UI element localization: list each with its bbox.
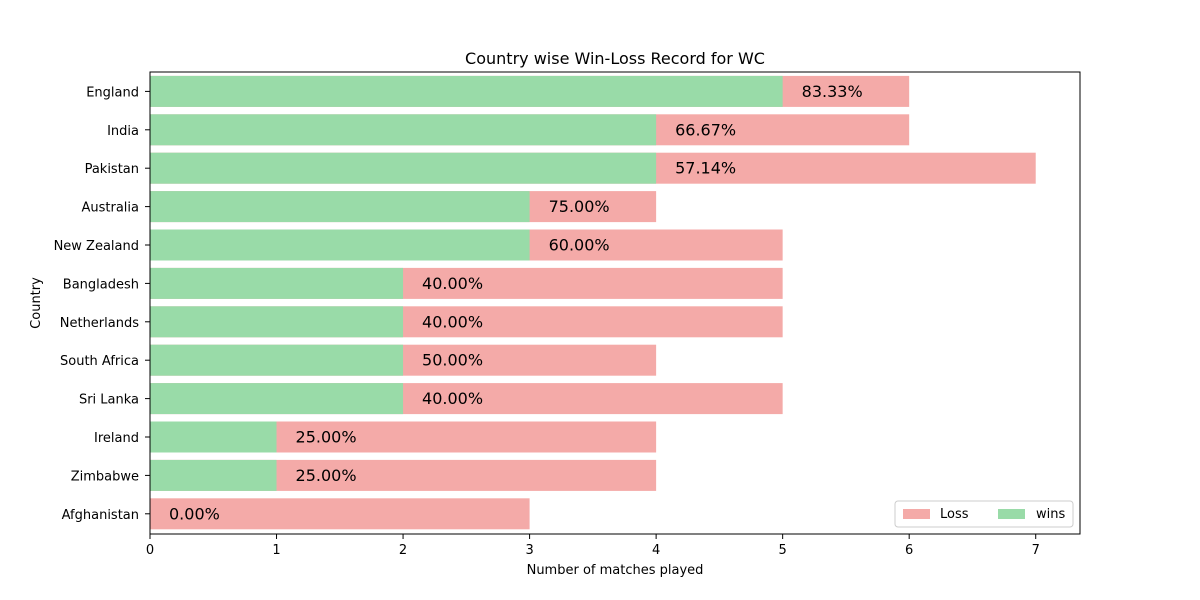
chart-title: Country wise Win-Loss Record for WC: [465, 49, 765, 68]
x-axis-label: Number of matches played: [527, 563, 704, 578]
legend: Loss wins: [894, 500, 1074, 528]
x-tick-label: 2: [399, 543, 407, 558]
bar-wins-south-africa: [150, 344, 404, 376]
x-tick-label: 7: [1032, 543, 1040, 558]
annotation-layer: 83.33% 66.67% 57.14% 75.00% 60.00% 40.00% 40.0…: [169, 82, 863, 523]
bar-wins-pakistan: [150, 152, 657, 184]
bar-wins-england: [150, 75, 783, 107]
y-axis-label: Country: [29, 277, 44, 329]
x-tick-label: 6: [905, 543, 913, 558]
y-axis: England India Pakistan Australia New Zealand…: [54, 85, 150, 523]
x-tick-label: 5: [779, 543, 787, 558]
y-tick-label-zimbabwe: Zimbabwe: [71, 469, 139, 484]
bar-wins-netherlands: [150, 306, 404, 338]
x-tick-label: 3: [525, 543, 533, 558]
bar-wins-india: [150, 114, 657, 146]
y-tick-label-india: India: [107, 124, 139, 139]
bar-wins-new-zealand: [150, 229, 530, 261]
bar-wins-ireland: [150, 421, 277, 453]
y-tick-label-australia: Australia: [81, 201, 139, 216]
y-tick-label-pakistan: Pakistan: [85, 162, 139, 177]
y-tick-label-afghanistan: Afghanistan: [62, 508, 139, 523]
pct-label-afghanistan: 0.00%: [169, 504, 220, 523]
plot-frame: [149, 71, 1081, 535]
legend-label-wins: wins: [1036, 507, 1065, 522]
x-tick-label: 0: [146, 543, 154, 558]
x-tick-label: 1: [272, 543, 280, 558]
y-tick-label-new-zealand: New Zealand: [54, 239, 139, 254]
pct-label-netherlands: 40.00%: [422, 312, 483, 331]
pct-label-new-zealand: 60.00%: [549, 236, 610, 255]
y-tick-label-netherlands: Netherlands: [60, 316, 139, 331]
y-tick-label-bangladesh: Bangladesh: [63, 277, 139, 292]
pct-label-australia: 75.00%: [549, 197, 610, 216]
pct-label-sri-lanka: 40.00%: [422, 389, 483, 408]
y-tick-label-south-africa: South Africa: [60, 354, 139, 369]
bar-wins-zimbabwe: [150, 459, 277, 491]
bar-wins-bangladesh: [150, 267, 404, 299]
pct-label-zimbabwe: 25.00%: [296, 466, 357, 485]
legend-swatch-loss: [903, 509, 930, 519]
pct-label-bangladesh: 40.00%: [422, 274, 483, 293]
bar-loss-afghanistan: [150, 498, 530, 530]
y-tick-label-ireland: Ireland: [94, 431, 139, 446]
x-axis: 0 1 2 3 4 5 6 7: [146, 534, 1040, 558]
bar-wins-sri-lanka: [150, 383, 404, 415]
legend-label-loss: Loss: [940, 507, 969, 522]
pct-label-india: 66.67%: [675, 120, 736, 139]
pct-label-ireland: 25.00%: [296, 428, 357, 447]
pct-label-england: 83.33%: [802, 82, 863, 101]
legend-frame: [894, 500, 1074, 528]
legend-swatch-wins: [998, 509, 1025, 519]
x-tick-label: 4: [652, 543, 660, 558]
bar-wins-australia: [150, 191, 530, 223]
pct-label-south-africa: 50.00%: [422, 351, 483, 370]
pct-label-pakistan: 57.14%: [675, 159, 736, 178]
y-tick-label-sri-lanka: Sri Lanka: [79, 393, 139, 408]
y-tick-label-england: England: [86, 85, 139, 100]
bars-layer: [150, 75, 1036, 530]
